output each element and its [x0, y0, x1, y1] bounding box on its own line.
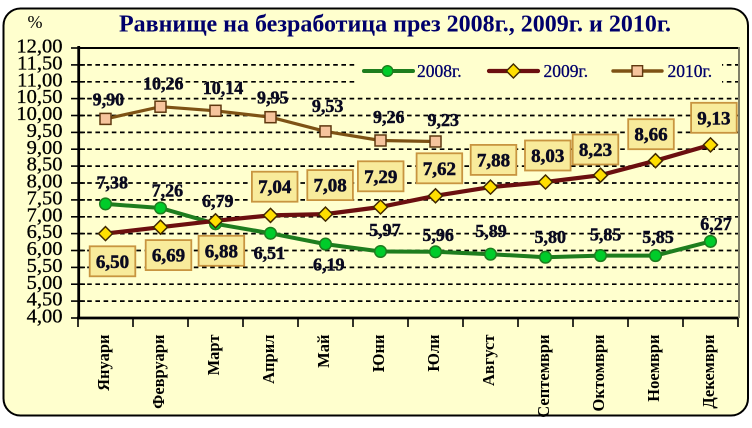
svg-text:Януари: Януари: [94, 334, 113, 391]
svg-text:Март: Март: [204, 335, 223, 376]
svg-text:Октомври: Октомври: [589, 334, 608, 411]
svg-text:10,00: 10,00: [16, 103, 62, 125]
svg-text:8,03: 8,03: [531, 146, 564, 167]
svg-text:6,88: 6,88: [205, 241, 238, 262]
svg-text:Септември: Септември: [534, 334, 553, 418]
svg-text:5,50: 5,50: [27, 255, 63, 277]
svg-text:4,00: 4,00: [27, 306, 63, 328]
svg-text:6,79: 6,79: [202, 191, 234, 211]
svg-text:11,00: 11,00: [17, 69, 62, 91]
svg-text:5,97: 5,97: [369, 220, 401, 240]
svg-text:5,96: 5,96: [422, 225, 454, 245]
svg-text:6,69: 6,69: [152, 246, 185, 267]
svg-text:7,29: 7,29: [364, 167, 397, 188]
svg-text:7,26: 7,26: [152, 181, 184, 201]
svg-text:8,66: 8,66: [634, 125, 667, 146]
svg-text:6,00: 6,00: [27, 238, 63, 260]
svg-text:9,00: 9,00: [27, 137, 63, 159]
svg-text:11,50: 11,50: [17, 53, 62, 75]
svg-text:9,13: 9,13: [697, 108, 730, 129]
svg-text:5,80: 5,80: [535, 227, 567, 247]
svg-text:9,95: 9,95: [257, 87, 289, 107]
svg-text:10,50: 10,50: [16, 86, 62, 108]
svg-text:6,50: 6,50: [27, 221, 63, 243]
svg-text:7,00: 7,00: [27, 204, 63, 226]
svg-text:8,23: 8,23: [579, 140, 612, 161]
svg-text:7,62: 7,62: [423, 159, 456, 180]
svg-text:7,88: 7,88: [477, 150, 510, 171]
svg-text:5,89: 5,89: [475, 221, 507, 241]
svg-text:%: %: [28, 12, 43, 32]
svg-text:Равнище на безработица през 20: Равнище на безработица през 2008г., 2009…: [119, 12, 671, 38]
svg-text:4,50: 4,50: [27, 289, 63, 311]
svg-text:8,50: 8,50: [27, 154, 63, 176]
svg-text:Юни: Юни: [369, 334, 388, 372]
svg-text:Юли: Юли: [424, 334, 443, 372]
svg-text:Август: Август: [479, 335, 498, 387]
svg-text:Февруари: Февруари: [149, 334, 168, 409]
svg-text:7,08: 7,08: [313, 176, 346, 197]
svg-text:8,00: 8,00: [27, 171, 63, 193]
svg-text:9,23: 9,23: [427, 110, 459, 130]
svg-text:6,51: 6,51: [254, 243, 286, 263]
svg-text:10,26: 10,26: [143, 74, 184, 94]
svg-text:Ноември: Ноември: [644, 334, 663, 402]
svg-text:2009г.: 2009г.: [544, 61, 589, 81]
svg-text:Април: Април: [259, 335, 278, 384]
svg-text:9,90: 9,90: [93, 89, 125, 109]
svg-text:5,85: 5,85: [590, 225, 622, 245]
svg-text:2010г.: 2010г.: [668, 61, 713, 81]
svg-text:6,50: 6,50: [96, 252, 129, 273]
svg-text:9,26: 9,26: [373, 107, 405, 127]
svg-text:9,50: 9,50: [27, 120, 63, 142]
svg-text:Май: Май: [314, 334, 333, 368]
svg-text:5,00: 5,00: [27, 272, 63, 294]
svg-text:2008г.: 2008г.: [417, 61, 462, 81]
svg-text:12,00: 12,00: [16, 36, 62, 58]
svg-text:6,19: 6,19: [313, 254, 345, 274]
svg-text:Декември: Декември: [699, 334, 718, 409]
svg-text:6,27: 6,27: [700, 214, 732, 234]
svg-text:7,38: 7,38: [97, 172, 129, 192]
svg-text:10,14: 10,14: [203, 78, 244, 98]
svg-text:7,04: 7,04: [258, 177, 292, 198]
svg-text:7,50: 7,50: [27, 188, 63, 210]
svg-text:9,53: 9,53: [312, 96, 344, 116]
svg-text:5,85: 5,85: [642, 227, 674, 247]
